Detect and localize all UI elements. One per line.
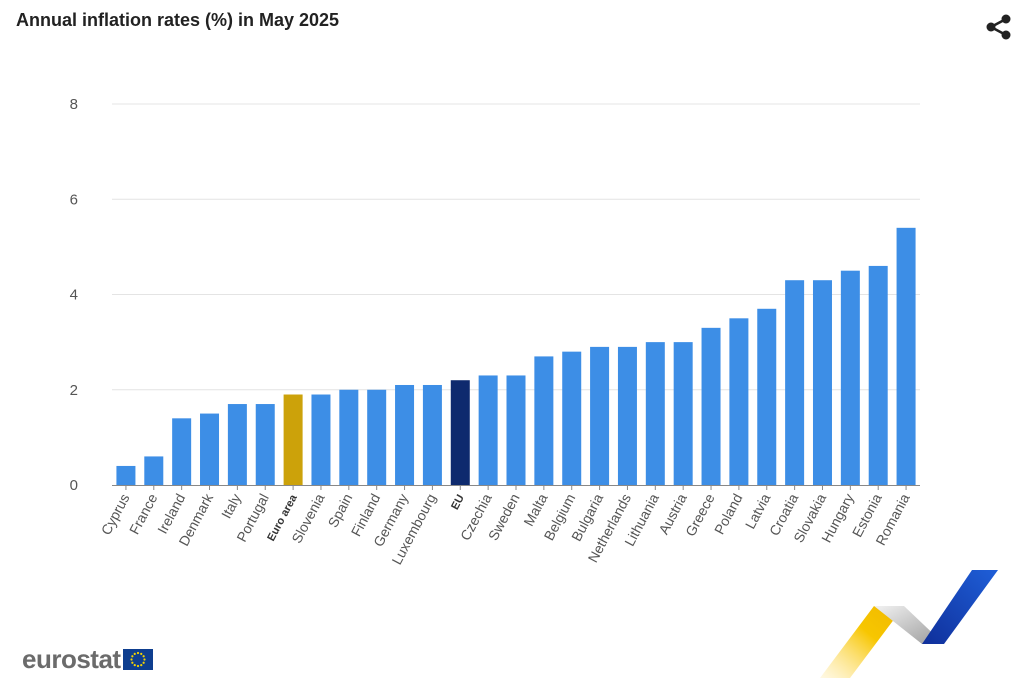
bar <box>506 375 526 485</box>
flag-star <box>142 654 145 657</box>
bar <box>200 413 220 485</box>
bar <box>617 346 637 485</box>
flag-star <box>133 652 136 655</box>
flag-star <box>129 657 133 661</box>
bar <box>534 356 554 485</box>
bar <box>590 346 610 485</box>
x-tick-label: Italy <box>218 491 244 521</box>
bar <box>812 280 832 485</box>
bar <box>562 351 582 485</box>
chart-title: Annual inflation rates (%) in May 2025 <box>16 10 340 30</box>
bar <box>283 394 303 485</box>
y-tick-label: 2 <box>70 382 78 399</box>
bar <box>172 418 192 485</box>
bar <box>450 380 470 485</box>
flag-star <box>142 657 146 661</box>
flag-star <box>130 661 134 664</box>
bar <box>395 384 415 485</box>
flag-star <box>133 663 136 666</box>
bar <box>116 465 136 485</box>
bar <box>339 389 359 485</box>
flag-star <box>136 664 139 667</box>
x-tick-label: Malta <box>520 491 550 529</box>
y-tick-label: 0 <box>70 477 78 494</box>
bar <box>896 227 916 485</box>
x-tick-label: EU <box>449 493 467 512</box>
bar <box>701 327 721 485</box>
bar <box>311 394 331 485</box>
bar <box>144 456 164 485</box>
bar <box>227 404 247 485</box>
eurostat-logo: eurostat <box>22 642 153 676</box>
y-tick-label: 6 <box>70 191 78 208</box>
bar <box>422 384 442 485</box>
flag-star <box>139 663 142 666</box>
bar <box>645 342 665 485</box>
bar <box>868 265 888 485</box>
brand-name: eurostat <box>22 643 121 674</box>
share-button[interactable] <box>982 10 1016 44</box>
bar <box>255 404 275 485</box>
eurostat-swoosh-icon <box>820 570 998 678</box>
flag-star <box>142 661 145 664</box>
flag-star <box>139 652 142 655</box>
bar <box>478 375 498 485</box>
bar <box>757 308 777 485</box>
bar <box>367 389 387 485</box>
share-icon <box>986 14 1011 40</box>
y-tick-label: 8 <box>70 96 78 113</box>
bar <box>785 280 805 485</box>
flag-star <box>130 654 134 657</box>
bar <box>840 270 860 485</box>
flag-star <box>136 651 139 654</box>
y-tick-label: 4 <box>70 287 78 304</box>
bar <box>729 318 749 485</box>
eu-flag-icon <box>122 648 153 670</box>
bar <box>673 342 693 485</box>
